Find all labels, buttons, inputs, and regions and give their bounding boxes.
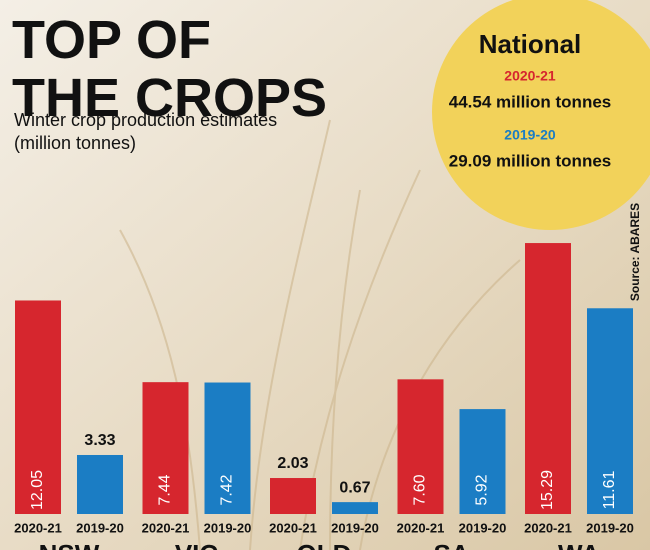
bar	[204, 382, 251, 514]
bar	[459, 409, 506, 514]
source: Source: ABARES	[628, 203, 642, 301]
value-label: 0.67	[339, 479, 370, 496]
category-label: QLD	[297, 539, 352, 550]
series-label: 2019-20	[459, 520, 507, 535]
value-label: 7.44	[157, 474, 174, 505]
category-label: SA	[433, 539, 469, 550]
series-label: 2019-20	[331, 520, 379, 535]
category-label: NSW	[39, 539, 100, 550]
national-title: National	[479, 29, 582, 59]
value-label: 12.05	[29, 470, 46, 510]
value-label: 5.92	[474, 474, 491, 505]
series-label: 2020-21	[14, 520, 62, 535]
value-label: 7.42	[219, 474, 236, 505]
bar	[332, 502, 378, 514]
bar	[77, 454, 123, 514]
value-label: 7.60	[412, 474, 429, 505]
bar	[587, 308, 633, 514]
series-label: 2019-20	[586, 520, 634, 535]
national-label: 2019-20	[504, 127, 556, 143]
chart-subtitle: Winter crop production estimates (million…	[14, 110, 277, 153]
series-label: 2019-20	[76, 520, 124, 535]
series-label: 2020-21	[142, 520, 190, 535]
series-label: 2019-20	[204, 520, 252, 535]
bar	[397, 379, 444, 514]
bar	[15, 300, 61, 514]
category-label: WA	[558, 539, 600, 550]
national-circle	[432, 0, 650, 230]
bar	[270, 478, 316, 514]
value-label: 2.03	[277, 455, 308, 472]
category-label: VIC	[175, 539, 219, 550]
series-label: 2020-21	[524, 520, 572, 535]
bar	[525, 243, 571, 514]
value-label: 3.33	[84, 432, 115, 449]
value-label: 15.29	[539, 470, 556, 510]
series-label: 2020-21	[397, 520, 445, 535]
bar	[142, 382, 189, 514]
national-label: 2020-21	[504, 68, 556, 84]
national-value: 44.54 million tonnes	[449, 92, 612, 111]
value-label: 11.61	[601, 470, 618, 509]
chart-title: TOP OF THE CROPS	[12, 10, 327, 128]
national-value: 29.09 million tonnes	[449, 151, 612, 170]
series-label: 2020-21	[269, 520, 317, 535]
